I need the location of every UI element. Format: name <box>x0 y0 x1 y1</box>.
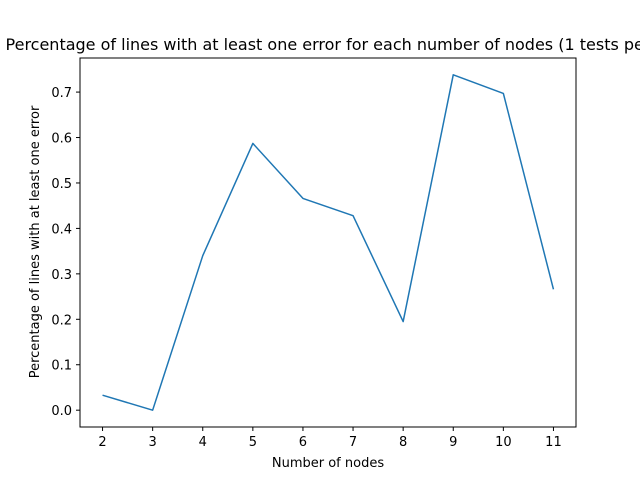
x-axis-label: Number of nodes <box>272 456 384 471</box>
y-tick-label: 0.7 <box>51 86 72 101</box>
x-tick-label: 9 <box>449 435 457 450</box>
x-tick-label: 11 <box>545 435 562 450</box>
y-tick-label: 0.0 <box>51 404 72 419</box>
y-tick-label: 0.3 <box>51 268 72 283</box>
x-tick-label: 8 <box>399 435 407 450</box>
y-axis-label: Percentage of lines with at least one er… <box>28 105 43 378</box>
y-tick-label: 0.4 <box>51 222 72 237</box>
x-tick-label: 10 <box>495 435 512 450</box>
y-tick-label: 0.6 <box>51 132 72 147</box>
chart-title: Percentage of lines with at least one er… <box>6 35 640 54</box>
x-tick-label: 3 <box>149 435 157 450</box>
plot-area <box>79 57 577 428</box>
y-axis: 0.0 0.1 0.2 0.3 0.4 0.5 0.6 0.7 <box>51 86 80 419</box>
x-axis: 2 3 4 5 6 7 8 9 10 11 <box>98 427 562 450</box>
x-tick-label: 7 <box>349 435 357 450</box>
series-line <box>102 74 555 411</box>
x-tick-label: 6 <box>299 435 307 450</box>
x-tick-label: 5 <box>249 435 257 450</box>
y-tick-label: 0.1 <box>51 359 72 374</box>
x-tick-label: 2 <box>98 435 106 450</box>
x-tick-label: 4 <box>199 435 207 450</box>
y-tick-label: 0.5 <box>51 177 72 192</box>
series-layer <box>102 74 555 411</box>
y-tick-label: 0.2 <box>51 313 72 328</box>
